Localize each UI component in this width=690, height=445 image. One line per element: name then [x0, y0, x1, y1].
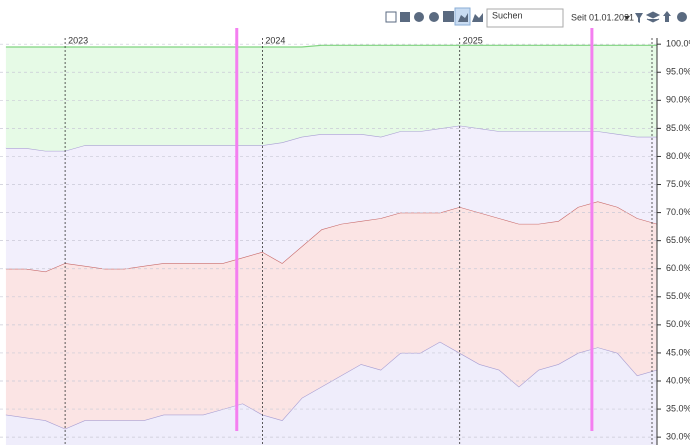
x-tick-label: 2025 [463, 35, 483, 45]
chart-icon[interactable] [443, 11, 454, 22]
toolbar: Suchen Seit 01.01.2021 [385, 7, 687, 28]
grid-icon[interactable] [400, 12, 410, 22]
search-placeholder: Suchen [492, 10, 523, 20]
y-tick-label: 55.0% [666, 291, 690, 301]
x-tick-label: 2024 [265, 35, 285, 45]
y-tick-label: 60.0% [666, 263, 690, 273]
area-icon [458, 13, 468, 22]
y-tick-label: 100.0% [666, 39, 690, 49]
y-tick-label: 85.0% [666, 123, 690, 133]
y-tick-label: 40.0% [666, 375, 690, 385]
y-tick-label: 75.0% [666, 179, 690, 189]
dropdown-arrow[interactable] [624, 16, 630, 20]
x-tick-label: 2023 [68, 35, 88, 45]
y-tick-label: 45.0% [666, 347, 690, 357]
y-tick-label: 90.0% [666, 95, 690, 105]
area [5, 201, 657, 429]
list-icon[interactable] [385, 11, 397, 23]
period-selector[interactable]: Seit 01.01.2021 [571, 12, 634, 22]
y-tick-label: 50.0% [666, 319, 690, 329]
search-box[interactable] [486, 8, 564, 28]
export-icon[interactable] [663, 11, 671, 22]
area [5, 125, 657, 272]
filter-icon[interactable] [635, 13, 643, 23]
y-tick-label: 80.0% [666, 151, 690, 161]
y-tick-label: 35.0% [666, 403, 690, 413]
layers-icon[interactable] [645, 11, 661, 23]
area-line [5, 44, 657, 48]
mountain-icon[interactable] [472, 13, 483, 22]
pie-icon[interactable] [414, 12, 424, 22]
area [5, 45, 657, 151]
y-tick-label: 95.0% [666, 67, 690, 77]
axes: 30.0% 35.0% 40.0% 45.0% 50.0% 55.0% 60.0% 65.0%… [64, 28, 690, 445]
donut-icon[interactable] [429, 12, 439, 22]
y-tick-label: 65.0% [666, 235, 690, 245]
y-tick-label: 30.0% [666, 432, 690, 442]
settings-icon[interactable] [677, 12, 687, 22]
y-tick-label: 70.0% [666, 207, 690, 217]
area [5, 341, 657, 445]
plot [0, 43, 657, 445]
